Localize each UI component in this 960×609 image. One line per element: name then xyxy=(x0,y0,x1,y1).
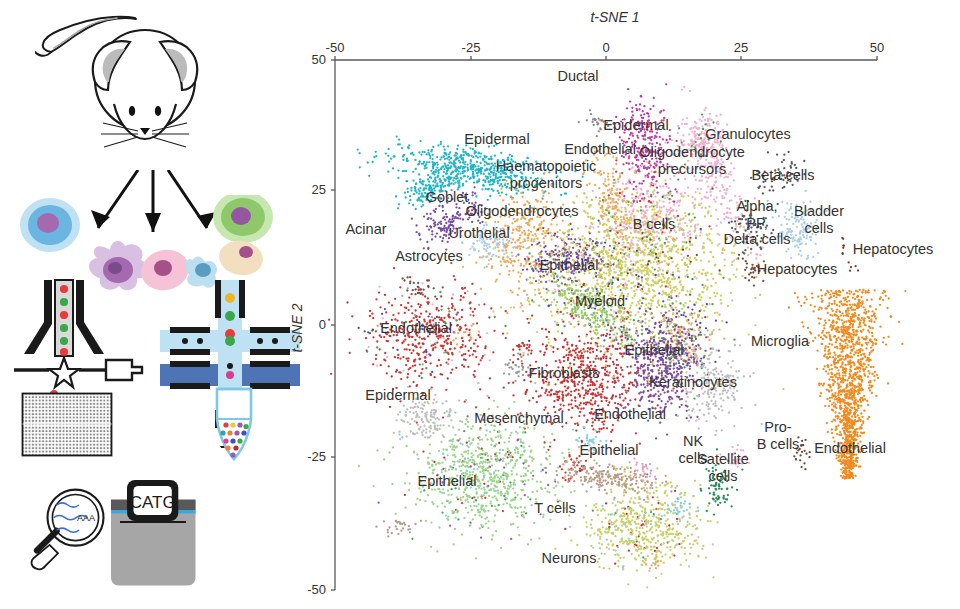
svg-text:CATG: CATG xyxy=(130,493,176,512)
svg-text:AAA: AAA xyxy=(77,513,96,523)
